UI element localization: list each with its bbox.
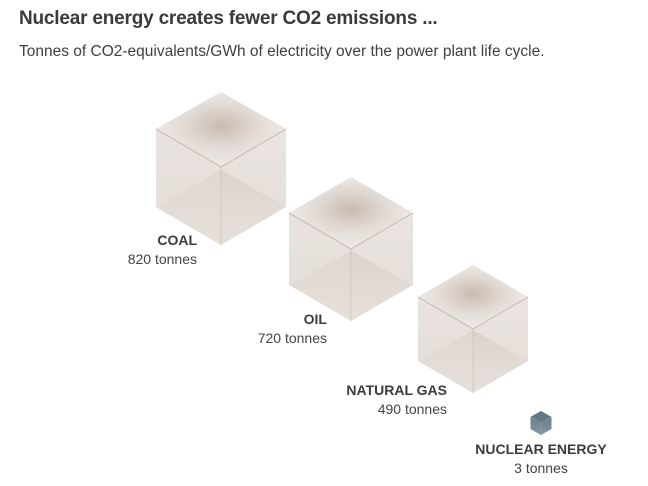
chart-title: Nuclear energy creates fewer CO2 emissio… <box>19 8 438 29</box>
coal-label: COAL 820 tonnes <box>96 231 197 269</box>
nuclear-name: NUCLEAR ENERGY <box>475 441 607 457</box>
oil-cube <box>288 177 414 321</box>
nuclear-value: 3 tonnes <box>514 460 568 476</box>
nuclear-label: NUCLEAR ENERGY 3 tonnes <box>461 440 621 478</box>
coal-name: COAL <box>157 232 197 248</box>
natural-gas-name: NATURAL GAS <box>346 382 447 398</box>
natural-gas-label: NATURAL GAS 490 tonnes <box>317 381 447 419</box>
coal-value: 820 tonnes <box>127 251 197 267</box>
nuclear-cube <box>530 411 552 435</box>
chart-subtitle: Tonnes of CO2-equivalents/GWh of electri… <box>19 43 545 60</box>
oil-value: 720 tonnes <box>257 330 327 346</box>
oil-name: OIL <box>303 311 327 327</box>
natural-gas-cube <box>417 265 529 393</box>
oil-label: OIL 720 tonnes <box>226 310 327 348</box>
natural-gas-value: 490 tonnes <box>377 401 447 417</box>
coal-cube <box>155 92 287 245</box>
